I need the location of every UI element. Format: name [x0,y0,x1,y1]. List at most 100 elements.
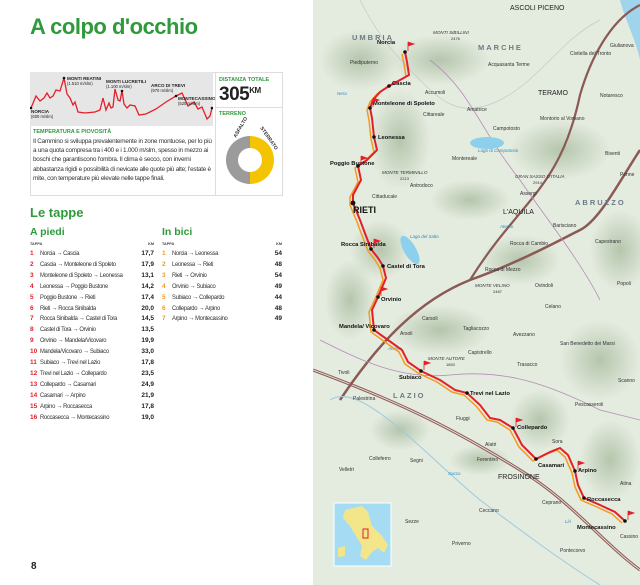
page-number: 8 [31,561,37,572]
stage-row: 15 Arpino → Roccasecca 17,8 [30,403,154,414]
stage-number: 7 [162,315,166,323]
town-label: Velletri [339,467,354,473]
town-label: Alatri [485,442,496,448]
stage-route: Collepardo → Arpino [172,304,221,312]
stage-route: Arpino → Roccasecca [40,402,92,410]
stage-number: 9 [30,337,34,345]
stage-row: 12 Trevi nel Lazio → Collepardo 23,5 [30,370,154,381]
stop-marker [511,426,515,430]
stop-label: RIETI [353,205,376,215]
stage-row: 7 Arpino → Montecassino 49 [162,315,282,326]
profile-label-monti-reatini: MONTI REATINI (1.510 m/slm) [67,76,102,86]
town-label: Ovindoli [535,283,553,289]
mountain-elevation: 2914 [533,180,543,185]
town-label: Montereale [452,156,477,162]
stage-number: 1 [30,250,34,257]
stage-row: 10 Mandela/Vicovaro → Subiaco 33,0 [30,348,154,359]
stage-number: 15 [30,402,38,410]
by-bike-heading: In bici [162,226,193,238]
stop-label: Trevi nel Lazio [470,391,510,397]
lake-salto [400,235,420,265]
stage-number: 4 [30,282,34,290]
water-label: Aterno [499,224,514,229]
town-label: Notaresco [600,93,623,99]
stage-km: 24,9 [141,380,154,388]
stage-row: 11 Subiaco → Trevi nel Lazio 17,8 [30,359,154,370]
stage-number: 3 [30,271,34,279]
town-label: Rocca di Cambio [510,241,548,247]
town-label: Cittaducale [372,194,397,200]
mountain-elevation: 1853 [446,362,456,367]
stop-marker [582,496,586,500]
stage-row: 6 Collepardo → Arpino 48 [162,305,282,316]
stage-number: 6 [162,304,166,312]
roads [313,0,640,585]
stage-km: 17,8 [141,402,154,410]
stop-label: Orvinio [381,297,402,303]
stop-label: Collepardo [517,425,548,431]
stage-route: Subiaco → Trevi nel Lazio [40,359,101,366]
stage-route: Rocca Sinibalda → Castel di Tora [40,315,117,323]
stage-row: 4 Orvinio → Subiaco 49 [162,283,282,294]
stage-km: 17,8 [141,359,154,366]
on-foot-table: TAPPA KM 1 Norcia → Cascia 17,7 2 Cascia → Mo… [30,242,154,422]
town-label: Tagliacozzo [463,326,489,332]
profile-point [62,76,66,80]
town-label: Priverno [452,541,471,547]
town-label: Sora [552,439,563,445]
stop-marker [368,106,372,110]
flag-icon [372,97,381,107]
town-label: Acquasanta Terme [488,62,530,68]
stage-route: Casamari → Arpino [40,391,86,399]
town-label: Fiuggi [456,416,470,422]
town-label: Popoli [617,281,631,287]
italy-shape-icon [343,506,388,560]
town-label: Ferentino [477,457,498,463]
stage-row: 13 Collepardo → Casamari 24,9 [30,381,154,392]
stage-km: 14,5 [141,315,154,323]
stage-row: 14 Casamari → Arpino 21,9 [30,392,154,403]
stage-km: 19,9 [141,337,154,345]
town-label: Montorio al Vomano [540,116,585,122]
stage-number: 12 [30,369,38,377]
stage-number: 8 [30,326,34,334]
asfalto-label: ASFALTO [233,116,250,139]
stage-number: 14 [30,391,38,399]
town-label: Giulianova [610,43,634,49]
town-label: Cittareale [423,112,445,118]
town-label: Capistrello [468,350,492,356]
stop-marker [419,369,423,373]
flag-icon [360,155,369,165]
stage-km: 13,1 [141,271,154,279]
stage-route: Collepardo → Casamari [40,380,96,388]
stop-marker [356,164,360,168]
town-label: Barisciano [553,223,577,229]
town-label: Carsoli [422,316,438,322]
profile-label-norcia: NORCIA (600 m/slm) [31,109,54,119]
mountain-label: MONTI SIBILLINI [433,30,469,35]
stage-km: 17,4 [141,293,154,301]
stop-label: Leonessa [378,135,406,141]
town-label: Pescasseroli [575,402,603,408]
town-label: Pontecorvo [560,548,586,554]
stage-km: 48 [274,304,282,312]
stop-marker [387,84,391,88]
flag-icon [423,360,432,370]
on-foot-heading: A piedi [30,226,65,238]
town-label: Scanno [618,378,635,384]
stage-route: Norcia → Cascia [40,250,80,257]
mountain-label: MONTE TERMINILLO [382,170,428,175]
climate-text: Il Cammino si sviluppa prevalentemente i… [33,138,212,182]
stage-row: 4 Leonessa → Poggio Bustone 14,2 [30,283,154,294]
stage-route: Subiaco → Collepardo [172,293,225,301]
stage-row: 16 Roccasecca → Montecassino 19,0 [30,414,154,425]
profile-point [29,106,33,110]
profile-label-arco-di-trevi: ARCO DI TREVI (970 m/slm) [151,83,186,93]
stage-number: 7 [30,315,34,323]
stages-heading: Le tappe [30,205,84,220]
stage-number: 3 [162,271,166,279]
stage-route: Trevi nel Lazio → Collepardo [40,369,107,377]
city-label: L'AQUILA [503,209,534,216]
stop-marker [534,457,538,461]
mountain-elevation: 2476 [451,36,461,41]
